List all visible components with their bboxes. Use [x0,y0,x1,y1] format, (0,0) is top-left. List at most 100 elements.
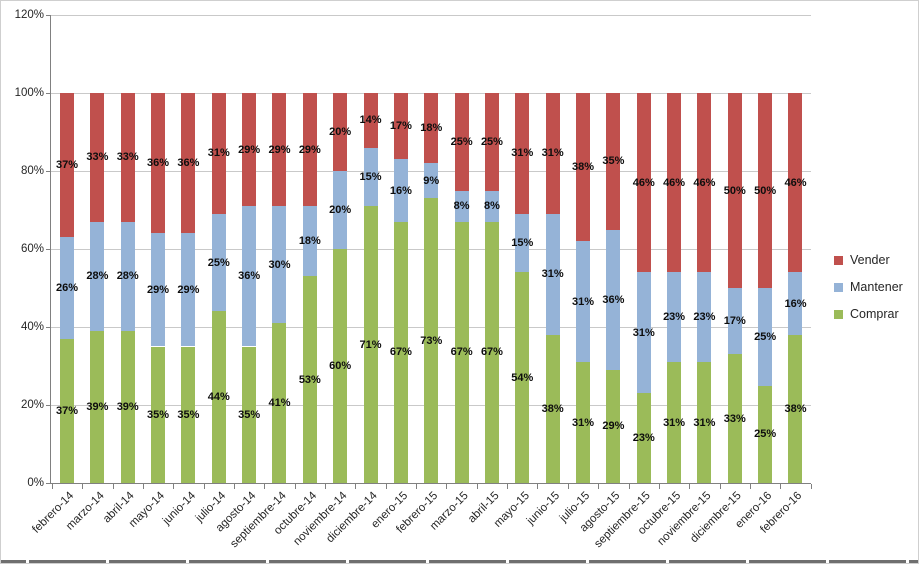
bar-segment-vender [515,93,530,214]
data-label: 39% [86,400,109,413]
x-axis-tick [325,484,326,489]
data-label: 50% [754,184,777,197]
bar-segment-mantener [454,190,469,222]
data-label: 44% [207,391,230,404]
data-label: 33% [116,151,139,164]
y-axis-tick [46,93,50,94]
legend-item[interactable]: Mantener [834,279,903,295]
data-label: 20% [329,126,352,138]
y-gridline [50,15,811,16]
bar-segment-vender [363,93,378,148]
legend-marker-vender [834,255,843,265]
legend-marker-mantener [834,282,843,292]
data-label: 54% [511,371,534,384]
bar-segment-comprar [697,362,712,483]
x-axis-tick [689,484,691,489]
data-label: 38% [572,161,595,174]
x-axis-tick [233,484,235,489]
y-axis-tick [46,15,50,16]
data-label: 39% [116,400,139,413]
bar-segment-vender [272,93,287,207]
data-label: 36% [238,270,261,283]
data-label: 33% [86,151,109,164]
data-label: 25% [754,330,777,343]
data-label: 17% [389,120,412,133]
bar-segment-comprar [515,272,530,483]
data-label: 35% [238,408,261,421]
bar-segment-comprar [606,369,621,483]
x-axis-tick [628,484,630,489]
bar-segment-comprar [454,221,469,483]
data-label: 14% [359,114,382,127]
x-axis-tick [203,484,205,489]
legend-label: Mantener [850,280,903,294]
bar-segment-vender [788,93,803,273]
data-label: 28% [116,270,139,283]
bar-segment-mantener [667,272,682,363]
bar-segment-vender [211,93,226,214]
bar-segment-comprar [545,334,560,483]
bar-segment-comprar [667,362,682,483]
bar-segment-mantener [242,206,257,347]
data-label: 29% [602,420,625,433]
y-axis-tick [46,483,50,484]
bar-segment-mantener [151,233,166,347]
bar-segment-mantener [302,206,317,277]
data-label: 67% [480,346,503,359]
x-axis-tick [507,484,509,489]
y-axis-label: 120% [14,9,44,21]
bar-segment-mantener [606,229,621,370]
data-label: 38% [784,402,807,415]
bar-segment-mantener [211,213,226,312]
bar-segment-vender [667,93,682,273]
table-border-gap [666,560,669,563]
y-axis-label: 60% [20,243,44,255]
data-label: 36% [177,157,200,170]
data-label: 16% [389,184,412,197]
legend-item[interactable]: Vender [834,252,903,268]
bar-segment-mantener [788,272,803,335]
bar-segment-comprar [242,346,257,483]
data-label: 23% [663,311,686,324]
bar-segment-vender [90,93,105,222]
y-axis-line [50,15,51,484]
legend-item[interactable]: Comprar [834,306,903,322]
table-border-gap [506,560,509,563]
y-axis-label: 0% [27,477,44,489]
data-label: 37% [55,404,79,417]
x-axis-line [50,483,811,484]
bar-segment-comprar [393,221,408,483]
bar-segment-comprar [758,385,773,483]
x-axis-tick [446,484,448,489]
bar-segment-comprar [636,393,651,483]
y-axis-tick [46,249,50,250]
data-label: 60% [329,360,352,372]
bar-segment-mantener [545,213,560,335]
data-label: 16% [784,297,807,310]
x-axis-tick [385,484,387,489]
data-label: 31% [632,326,655,339]
data-label: 15% [511,237,534,250]
data-label: 31% [572,295,595,308]
bar-segment-mantener [697,272,712,363]
data-label: 31% [541,147,564,160]
data-label: 31% [663,416,686,429]
bar-segment-vender [727,93,742,288]
data-label: 8% [484,200,500,213]
x-axis-tick [658,484,660,489]
x-axis-tick [598,484,600,489]
bar-segment-mantener [515,213,530,273]
bar-segment-mantener [181,233,196,347]
bar-segment-vender [454,93,469,191]
bar-segment-vender [636,93,651,273]
data-label: 25% [450,135,473,148]
table-border-gap [346,560,349,563]
data-label: 67% [389,346,412,359]
data-label: 31% [207,147,230,160]
x-axis-tick [173,484,175,489]
x-axis-tick [476,484,478,489]
y-axis-label: 100% [14,87,44,99]
bar-segment-comprar [363,206,378,483]
data-label: 9% [423,174,440,187]
